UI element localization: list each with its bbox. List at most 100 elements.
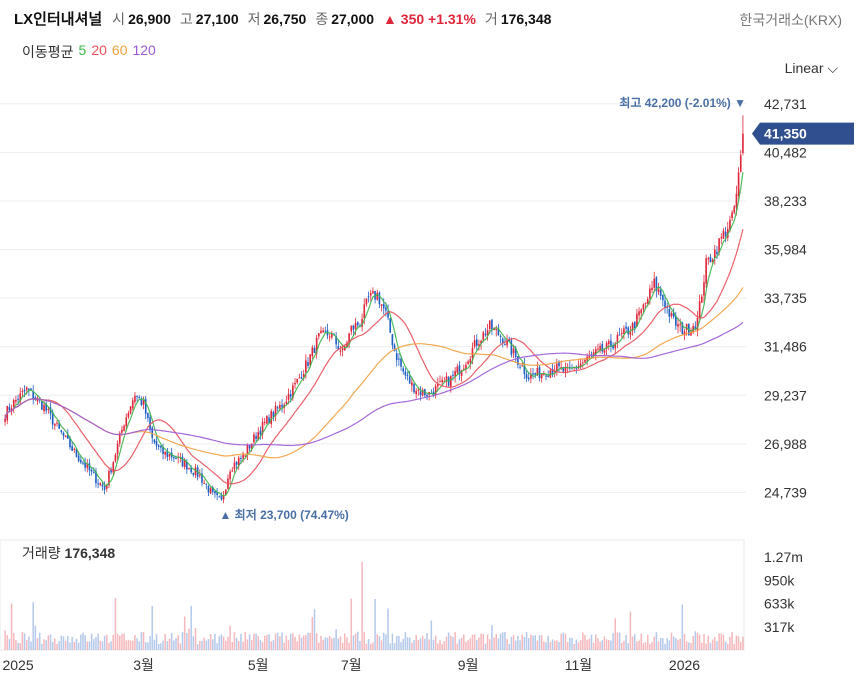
candle-body	[285, 401, 288, 404]
volume-bar	[8, 638, 11, 650]
volume-bar	[10, 603, 13, 650]
candle-body	[205, 483, 208, 485]
candle-body	[209, 488, 212, 494]
volume-bar	[337, 638, 340, 650]
volume-bar	[47, 635, 50, 650]
volume-bar	[398, 635, 400, 650]
candle-body	[186, 462, 188, 470]
volume-bar	[315, 633, 318, 650]
volume-bars	[4, 562, 744, 650]
volume-bar	[131, 640, 134, 650]
candle-body	[698, 301, 701, 318]
volume-bar	[424, 638, 426, 650]
candle-body	[4, 418, 6, 422]
volume-bar	[257, 636, 259, 650]
volume-bar	[305, 634, 307, 650]
volume-bar	[547, 635, 549, 650]
candle-body	[294, 382, 296, 385]
volume-bar	[519, 640, 521, 650]
volume-bar	[579, 640, 582, 650]
volume-panel-border	[0, 539, 745, 651]
volume-bar	[659, 638, 662, 650]
volume-bar	[38, 632, 41, 650]
candle-body	[510, 340, 513, 355]
price-tick: 38,233	[764, 193, 807, 209]
low-value: 26,750	[263, 11, 307, 27]
ma-120[interactable]: 120	[132, 42, 156, 58]
ma-legend[interactable]: 이동평균 5 20 60 120	[22, 42, 156, 62]
price-tick: 26,988	[764, 436, 807, 452]
candle-body	[77, 455, 80, 462]
candle-body	[452, 374, 454, 376]
volume-bar	[240, 633, 242, 650]
volume-bar	[727, 643, 729, 650]
volume-bar	[166, 641, 169, 650]
candle-body	[367, 296, 370, 298]
volume-bar	[551, 639, 554, 650]
volume-bar	[666, 638, 668, 650]
volume-bar	[129, 640, 132, 650]
volume-bar	[521, 634, 523, 650]
candle-body	[644, 302, 647, 304]
candle-body	[638, 311, 640, 316]
candle-body	[43, 404, 45, 412]
ma-60[interactable]: 60	[111, 42, 128, 58]
volume-bar	[270, 641, 272, 650]
candle-body	[419, 391, 422, 396]
candle-body	[21, 391, 24, 393]
volume-tick: 317k	[764, 619, 795, 635]
candle-body	[646, 299, 649, 304]
volume-bar	[493, 637, 495, 650]
volume-bar	[244, 631, 247, 650]
candle-body	[144, 399, 147, 414]
candle-body	[504, 344, 506, 346]
ma-line-60	[4, 287, 744, 459]
candle-body	[23, 389, 26, 392]
candle-body	[346, 342, 348, 347]
volume-bar	[720, 633, 723, 650]
candle-body	[432, 391, 435, 396]
volume-bar	[136, 638, 138, 650]
candle-body	[679, 324, 681, 326]
candle-body	[488, 320, 491, 329]
volume-bar	[19, 643, 21, 650]
candle-body	[581, 362, 584, 364]
volume-bar	[445, 636, 448, 650]
ma-20[interactable]: 20	[91, 42, 107, 58]
volume-bar	[311, 617, 314, 650]
candle-body	[640, 309, 643, 314]
candle-body	[705, 258, 707, 284]
volume-bar	[460, 637, 463, 650]
candle-body	[320, 330, 322, 333]
candle-body	[627, 327, 630, 335]
candle-body	[372, 291, 374, 294]
candle-body	[398, 358, 400, 360]
candle-body	[575, 367, 578, 369]
candle-body	[56, 422, 58, 424]
ma-5[interactable]: 5	[78, 42, 87, 58]
candle-body	[270, 411, 273, 424]
quote-header: LX인터내셔널 시 26,900 고 27,100 저 26,750 종 27,000 …	[14, 8, 560, 28]
volume-bar	[32, 602, 34, 650]
volume-bar	[179, 643, 182, 650]
candle-body	[337, 346, 340, 350]
candle-body	[670, 313, 673, 316]
candle-body	[601, 343, 604, 352]
volume-bar	[558, 642, 560, 650]
candle-body	[47, 408, 50, 410]
candle-body	[348, 333, 350, 345]
ma-lines	[4, 172, 744, 497]
candle-body	[237, 457, 240, 466]
candle-body	[38, 399, 41, 401]
volume-bar	[670, 632, 673, 650]
volume-bar	[722, 634, 725, 650]
volume-bar	[489, 639, 491, 650]
candle-body	[525, 373, 528, 379]
candle-body	[281, 404, 283, 408]
current-price-label: 41,350	[764, 126, 807, 142]
candle-body	[274, 405, 277, 416]
volume-bar	[701, 642, 703, 650]
candle-body	[467, 361, 469, 365]
scale-toggle-button[interactable]: Linear ⌵	[784, 60, 838, 76]
